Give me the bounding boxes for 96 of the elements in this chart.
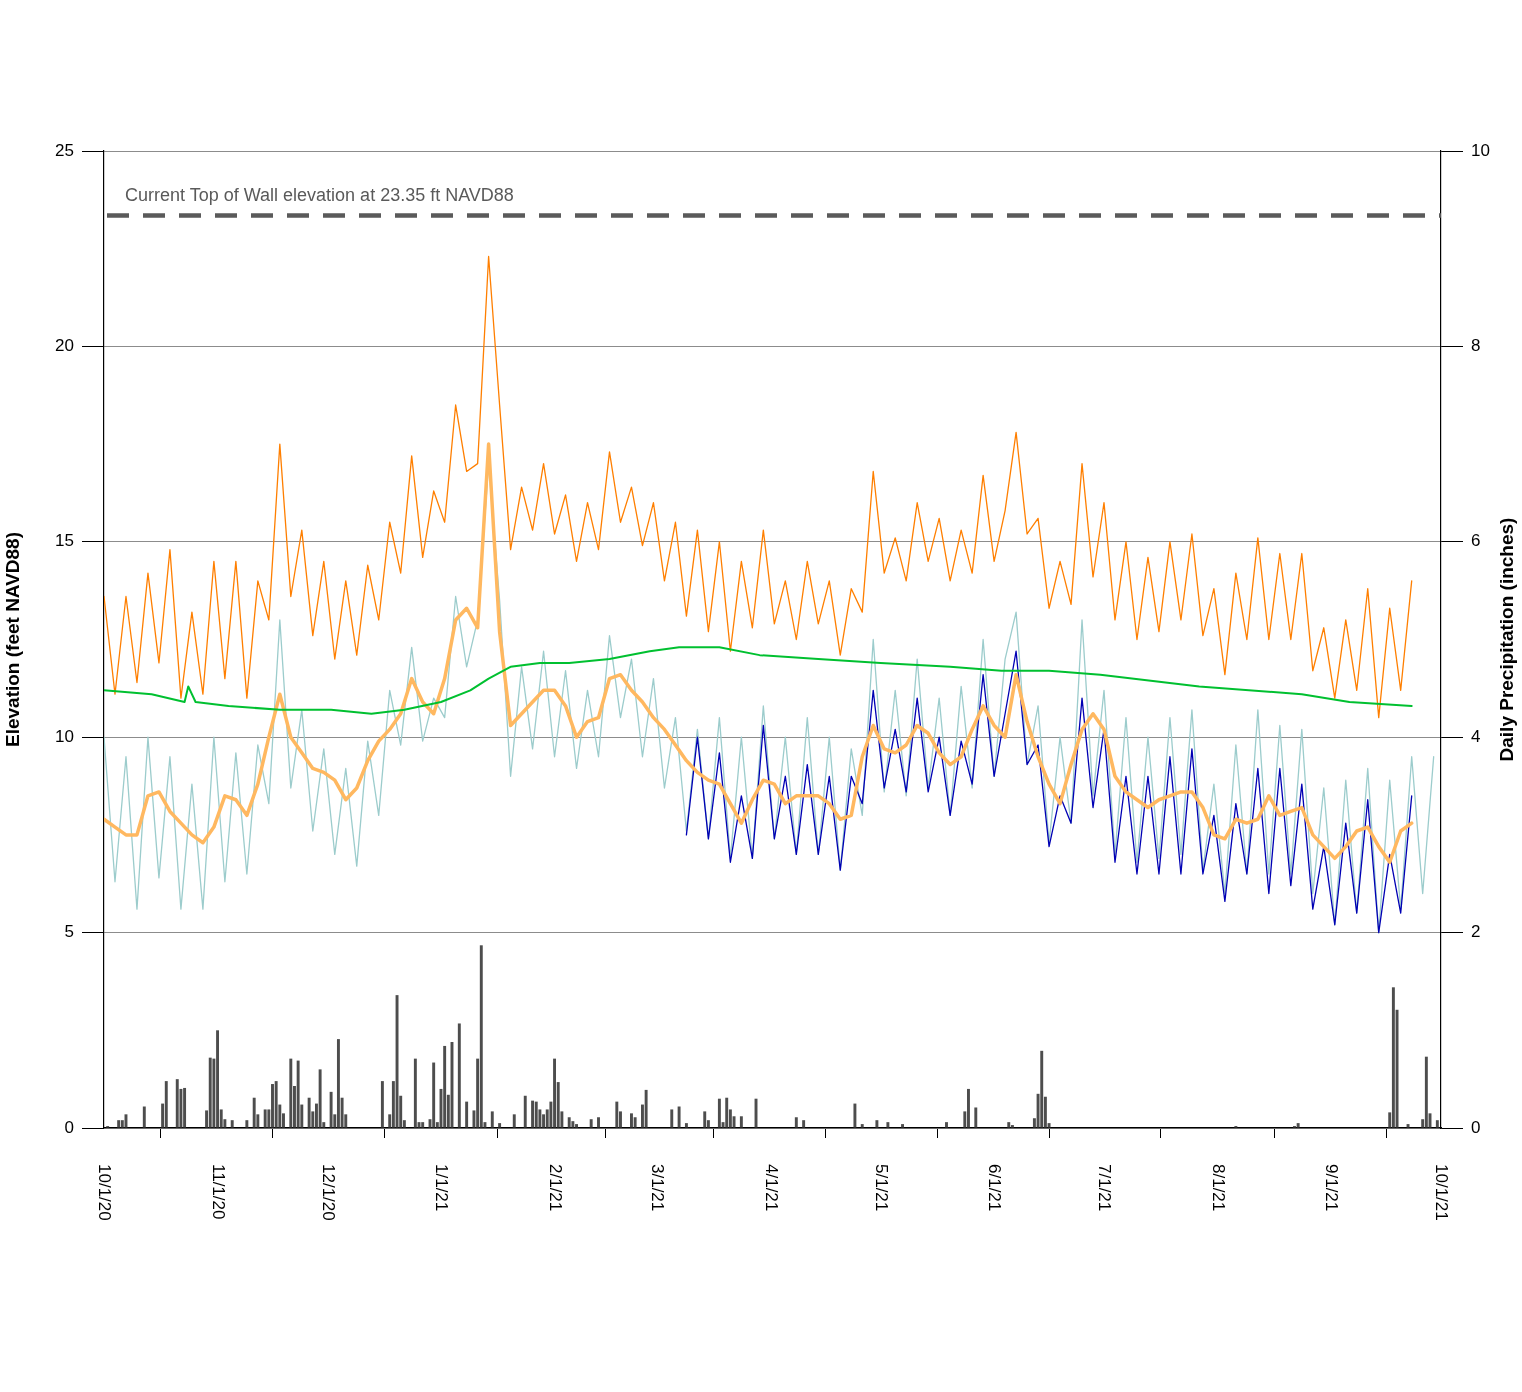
x-tick-label: 3/1/21	[648, 1164, 668, 1212]
bar	[615, 1101, 619, 1128]
bar	[208, 1057, 212, 1128]
bar	[252, 1097, 256, 1128]
y-tick-label: 0	[64, 1117, 74, 1137]
bar	[216, 1030, 220, 1128]
y2-tick-label: 4	[1471, 726, 1481, 746]
bar	[271, 1084, 274, 1128]
y-tick-label: 15	[55, 531, 74, 551]
bar	[443, 1045, 447, 1128]
bar	[853, 1103, 857, 1128]
ref-line-label: Current Top of Wall elevation at 23.35 ft NAVD88	[125, 185, 514, 206]
y2-tick-label: 10	[1471, 140, 1490, 160]
y-tick-label: 5	[64, 922, 74, 942]
bar	[230, 1120, 234, 1128]
bar	[512, 1114, 516, 1128]
y2-tick-label: 6	[1471, 531, 1481, 551]
bar	[684, 1123, 688, 1128]
bar	[945, 1122, 948, 1128]
bar	[432, 1062, 436, 1128]
bar	[974, 1107, 978, 1128]
bar	[794, 1117, 798, 1128]
x-tick-label: 8/1/21	[1208, 1164, 1228, 1212]
bar	[677, 1106, 681, 1128]
bar	[901, 1124, 904, 1128]
bar	[421, 1122, 425, 1128]
bar	[289, 1058, 293, 1128]
bar	[553, 1058, 557, 1128]
x-tick-label: 7/1/21	[1095, 1164, 1115, 1212]
bar	[703, 1111, 707, 1128]
bar	[589, 1119, 593, 1128]
x-tick-label: 4/1/21	[761, 1164, 781, 1212]
bar	[142, 1106, 146, 1128]
x-tick-label: 11/1/20	[208, 1164, 228, 1220]
bar	[1007, 1122, 1011, 1128]
bar	[886, 1122, 890, 1128]
x-tick-label: 2/1/21	[545, 1164, 565, 1212]
bar	[534, 1101, 538, 1128]
bar	[567, 1117, 571, 1128]
y-tick-label: 10	[55, 726, 74, 746]
bar	[630, 1113, 633, 1128]
bar	[717, 1098, 721, 1128]
bar	[479, 945, 483, 1128]
bar	[318, 1069, 322, 1128]
bar	[1391, 987, 1395, 1128]
x-tick-label: 6/1/21	[985, 1164, 1005, 1212]
bar	[498, 1123, 502, 1128]
y-tick-label: 25	[55, 140, 74, 160]
x-tick-label: 10/1/20	[95, 1164, 115, 1221]
bar	[860, 1124, 864, 1128]
bar	[296, 1060, 300, 1128]
bar	[1010, 1125, 1014, 1128]
bar	[175, 1079, 179, 1128]
bar	[117, 1120, 121, 1128]
bar	[183, 1087, 187, 1128]
bar	[465, 1101, 469, 1128]
bar	[670, 1109, 674, 1128]
bar	[1296, 1123, 1300, 1128]
x-tick-label: 1/1/21	[432, 1164, 452, 1212]
bar	[307, 1097, 311, 1128]
bar	[336, 1039, 340, 1128]
bar	[413, 1058, 417, 1128]
bar	[967, 1088, 970, 1128]
y-axis-title: Elevation (feet NAVD88)	[1, 531, 23, 748]
bar	[875, 1120, 879, 1128]
bar	[380, 1081, 384, 1128]
x-tick-label: 9/1/21	[1322, 1164, 1342, 1212]
x-tick-label: 5/1/21	[871, 1164, 891, 1212]
bar	[1435, 1120, 1439, 1128]
y2-axis-title: Daily Precipitation (inches)	[1496, 517, 1518, 762]
y2-tick-label: 0	[1471, 1117, 1481, 1137]
bar	[523, 1095, 527, 1128]
bar	[395, 995, 399, 1128]
bar	[644, 1089, 648, 1128]
bar	[597, 1117, 600, 1128]
bar	[802, 1120, 806, 1128]
bar	[1040, 1050, 1044, 1128]
bar	[571, 1121, 575, 1128]
bar	[1424, 1056, 1428, 1128]
bar	[725, 1097, 729, 1128]
bar	[329, 1091, 333, 1128]
y2-tick-label: 2	[1471, 922, 1481, 942]
bar	[274, 1081, 278, 1128]
bar	[245, 1120, 249, 1128]
bar	[531, 1100, 535, 1128]
bar	[633, 1117, 637, 1128]
x-tick-label: 12/1/20	[318, 1164, 338, 1221]
y-tick-label: 20	[55, 336, 74, 356]
bar	[457, 1023, 461, 1128]
bar	[490, 1111, 494, 1128]
y2-tick-label: 8	[1471, 336, 1481, 356]
x-tick-label: 10/1/21	[1432, 1164, 1452, 1221]
bar	[739, 1116, 743, 1128]
bar	[164, 1081, 168, 1128]
bar	[263, 1109, 267, 1128]
bar	[575, 1124, 578, 1128]
